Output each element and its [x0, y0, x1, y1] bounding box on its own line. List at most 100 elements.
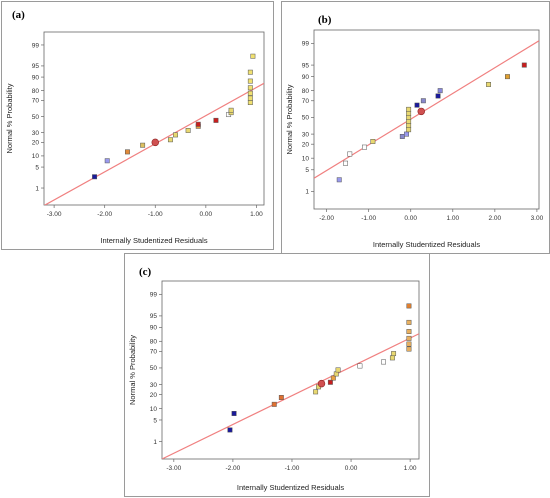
data-point-a-15	[247, 95, 253, 101]
data-point-c-3	[278, 395, 284, 400]
data-point-c-11	[357, 363, 363, 369]
x-tick-label-b-0: -2.00	[319, 215, 334, 222]
data-point-b-17	[437, 88, 443, 94]
y-axis-title-c: Normal % Probability	[128, 335, 137, 405]
x-tick-label-c-3: 0.00	[345, 465, 358, 472]
y-tick-label-c-9: 95	[150, 313, 158, 320]
data-point-a-2	[124, 149, 130, 155]
data-point-b-15	[420, 98, 426, 104]
y-tick-label-c-8: 90	[150, 325, 158, 332]
y-tick-label-b-8: 90	[302, 74, 310, 81]
data-point-b-7	[406, 127, 412, 133]
data-point-a-13	[228, 107, 234, 113]
y-tick-label-a-10: 99	[32, 42, 40, 49]
y-tick-label-a-2: 10	[32, 153, 40, 160]
y-tick-label-b-4: 30	[302, 131, 310, 138]
x-tick-label-b-1: -1.00	[361, 215, 376, 222]
y-tick-label-c-2: 10	[150, 406, 158, 413]
data-point-a-16	[247, 90, 253, 96]
y-tick-label-b-0: 1	[305, 189, 309, 196]
data-point-b-10	[406, 114, 412, 120]
chart-panel-b: (b) -2.00 -1.00 0.00 1.00 2.00 3.00 1 5 10 20 30 50 7…	[281, 1, 550, 254]
data-point-b-4	[370, 139, 376, 144]
data-point-c-19	[406, 319, 412, 325]
y-tick-label-a-1: 5	[35, 164, 39, 171]
y-tick-label-a-7: 80	[32, 88, 40, 95]
data-point-a-3	[140, 142, 146, 148]
data-point-b-6	[404, 131, 409, 137]
data-point-c-13	[389, 355, 395, 361]
data-point-b-12	[406, 106, 412, 112]
data-point-b-3	[362, 144, 367, 150]
data-point-b-19	[505, 74, 510, 80]
data-point-a-0	[92, 174, 98, 180]
data-point-a-4	[151, 138, 159, 147]
y-tick-label-c-1: 5	[153, 417, 157, 424]
panel-label-b: (b)	[318, 14, 332, 26]
y-tick-label-b-1: 5	[305, 167, 309, 174]
y-tick-label-c-3: 20	[150, 392, 158, 399]
y-tick-label-c-0: 1	[153, 439, 157, 446]
reference-line-c	[162, 333, 419, 459]
data-point-b-2	[347, 151, 353, 157]
data-point-c-10	[335, 367, 341, 373]
data-point-a-9	[195, 121, 201, 127]
y-tick-label-b-7: 80	[302, 88, 310, 95]
data-point-a-1	[104, 158, 110, 164]
data-point-c-0	[227, 427, 233, 433]
y-tick-label-a-6: 70	[32, 98, 40, 105]
data-point-c-8	[330, 375, 336, 381]
data-point-c-1	[231, 411, 237, 416]
plot-frame-b	[313, 29, 540, 210]
data-point-a-6	[173, 132, 178, 138]
data-point-a-14	[247, 100, 253, 105]
data-point-b-16	[435, 93, 441, 99]
y-tick-label-b-2: 10	[302, 156, 310, 163]
plot-frame-c	[161, 280, 420, 460]
x-tick-label-a-2: -1.00	[148, 211, 163, 218]
y-tick-label-c-5: 50	[150, 365, 158, 372]
data-point-c-17	[406, 335, 412, 341]
x-axis-title-c: Internally Studentized Residuals	[237, 483, 344, 492]
data-point-a-5	[167, 137, 173, 143]
data-point-b-9	[406, 118, 412, 124]
y-axis-title-a: Normal % Probability	[5, 83, 14, 153]
data-point-c-9	[333, 371, 339, 377]
data-point-b-13	[417, 107, 425, 116]
y-tick-label-a-0: 1	[35, 185, 39, 192]
x-tick-label-c-1: -2.00	[225, 465, 240, 472]
data-point-a-17	[247, 85, 253, 91]
chart-svg-c: (c) -3.00 -2.00 -1.00 0.00 1.00 1 5 10 20 30 50 70 80…	[128, 266, 420, 492]
y-tick-label-a-8: 90	[32, 74, 40, 81]
data-point-b-20	[521, 62, 527, 68]
chart-panel-a: (a) -3.00 -2.00 -1.00 0.00 1.00 1 5 10 20 30 50 70 80…	[1, 1, 274, 250]
y-tick-label-a-5: 50	[32, 114, 40, 121]
x-tick-label-a-0: -3.00	[47, 211, 62, 218]
y-tick-label-b-10: 99	[302, 41, 310, 48]
data-point-c-7	[327, 379, 333, 385]
data-point-c-14	[391, 351, 397, 357]
y-tick-label-b-6: 70	[302, 98, 310, 105]
x-tick-label-a-4: 1.00	[250, 211, 263, 218]
data-point-c-2	[271, 401, 277, 407]
data-point-c-15	[406, 346, 412, 352]
x-tick-label-c-2: -1.00	[285, 465, 300, 472]
data-point-c-16	[406, 341, 412, 347]
data-point-a-7	[185, 127, 191, 133]
x-tick-label-b-4: 2.00	[489, 215, 502, 222]
y-tick-label-c-10: 99	[150, 292, 158, 299]
panel-label-c: (c)	[139, 266, 152, 278]
x-tick-label-b-3: 1.00	[446, 215, 459, 222]
y-tick-label-a-4: 30	[32, 130, 40, 137]
data-point-b-11	[406, 110, 412, 116]
data-point-b-5	[399, 133, 405, 139]
x-tick-label-a-1: -2.00	[97, 211, 112, 218]
plot-frame-a	[43, 31, 265, 206]
x-tick-label-b-2: 0.00	[404, 215, 417, 222]
panel-label-a: (a)	[12, 9, 25, 21]
chart-svg-a: (a) -3.00 -2.00 -1.00 0.00 1.00 1 5 10 20 30 50 70 80…	[5, 9, 265, 245]
reference-line-b	[314, 40, 539, 179]
data-point-c-18	[406, 329, 412, 334]
y-tick-label-b-3: 20	[302, 142, 310, 149]
data-point-a-20	[250, 53, 256, 59]
